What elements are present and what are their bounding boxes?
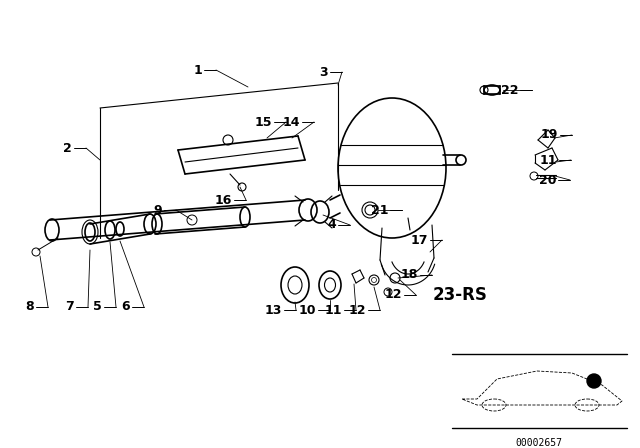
Text: 1: 1 [193, 64, 202, 77]
Text: 11: 11 [324, 303, 342, 316]
Text: 12: 12 [349, 303, 366, 316]
Text: 12: 12 [385, 289, 402, 302]
Text: 15: 15 [255, 116, 272, 129]
Text: 9: 9 [154, 203, 162, 216]
Text: 20: 20 [538, 173, 556, 186]
Text: 14: 14 [282, 116, 300, 129]
Text: 19: 19 [541, 129, 558, 142]
Text: 17: 17 [410, 233, 428, 246]
Text: 8: 8 [26, 301, 34, 314]
Text: 18: 18 [401, 268, 418, 281]
Text: 00002657: 00002657 [515, 438, 563, 448]
Text: 21: 21 [371, 203, 388, 216]
Text: 5: 5 [93, 301, 102, 314]
Circle shape [587, 374, 601, 388]
Text: 16: 16 [214, 194, 232, 207]
Text: 3: 3 [319, 65, 328, 78]
Text: 10: 10 [298, 303, 316, 316]
Text: 13: 13 [264, 303, 282, 316]
Text: 23-RS: 23-RS [433, 286, 488, 304]
Text: 11: 11 [540, 154, 557, 167]
Text: 4: 4 [327, 219, 336, 232]
Text: 7: 7 [65, 301, 74, 314]
Text: 22: 22 [500, 83, 518, 96]
Text: 2: 2 [63, 142, 72, 155]
Text: 6: 6 [122, 301, 130, 314]
